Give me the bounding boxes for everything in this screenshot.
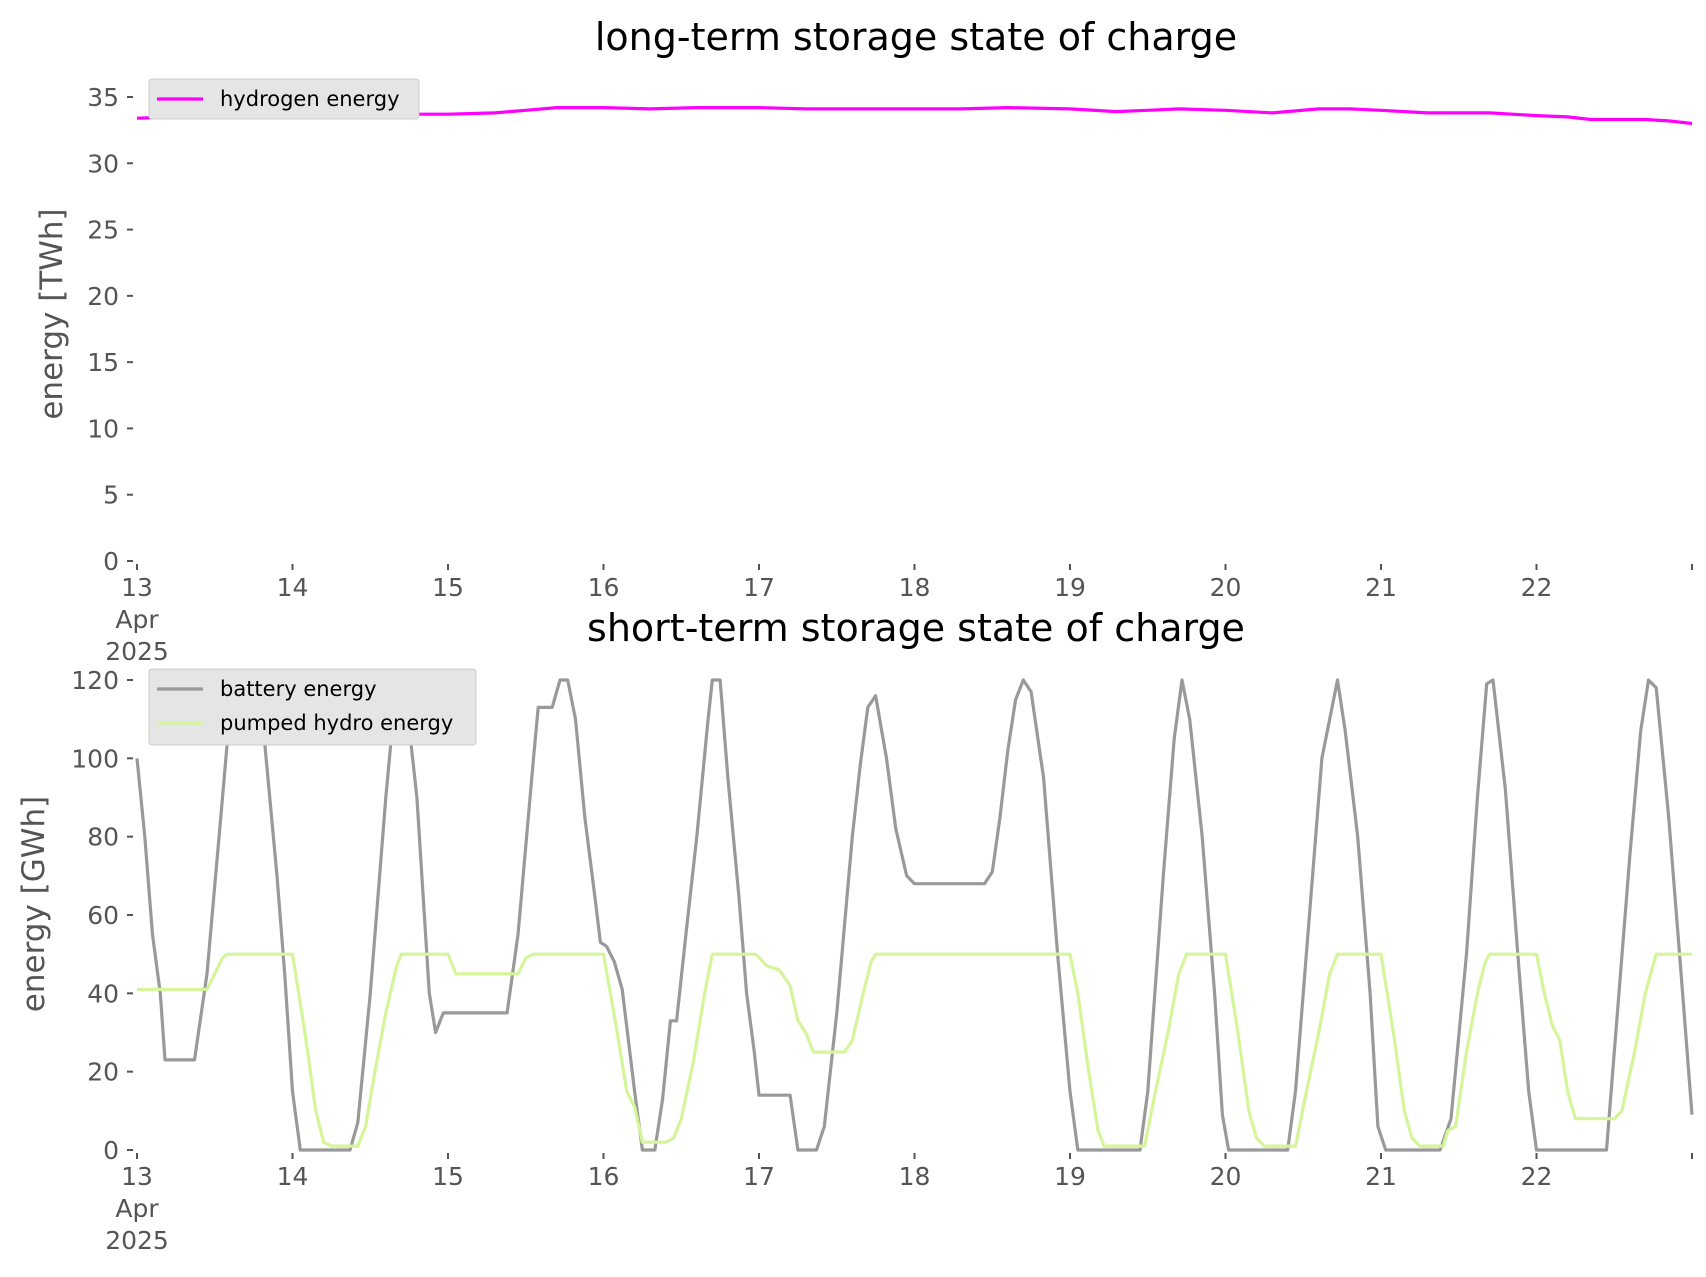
- legend-box: [148, 78, 420, 120]
- x-tick-label: 17: [743, 573, 775, 602]
- legend-label: pumped hydro energy: [220, 711, 453, 735]
- x-tick-label: 22: [1521, 573, 1553, 602]
- y-axis: 0 5 10 15 20 25 30 35: [87, 83, 133, 576]
- y-tick-label: 10: [87, 414, 119, 443]
- chart-title: short-term storage state of charge: [587, 606, 1245, 650]
- x-axis: 13 Apr 2025 14 15 16 17 18 19 20 21 22: [105, 564, 1693, 666]
- x-tick-label: Apr: [115, 605, 159, 634]
- x-tick-label: 21: [1365, 573, 1397, 602]
- y-axis-label: energy [GWh]: [16, 796, 52, 1012]
- x-tick-label: 19: [1054, 1162, 1086, 1191]
- y-tick-label: 30: [87, 149, 119, 178]
- x-tick-label: 21: [1365, 1162, 1397, 1191]
- legend-box: [148, 668, 477, 746]
- x-tick-label: 22: [1521, 1162, 1553, 1191]
- legend-label: hydrogen energy: [220, 87, 400, 111]
- x-tick-label: 2025: [105, 1226, 169, 1255]
- x-tick-label: 2025: [105, 637, 169, 666]
- legend: battery energy pumped hydro energy: [148, 668, 477, 746]
- y-tick-label: 0: [103, 547, 119, 576]
- short-term-storage-chart: short-term storage state of charge energ…: [16, 606, 1694, 1255]
- x-tick-label: 20: [1210, 1162, 1242, 1191]
- series-line-hydrogen-energy: [136, 106, 1693, 126]
- x-tick-label: 14: [277, 573, 309, 602]
- y-tick-label: 100: [71, 744, 119, 773]
- x-tick-label: Apr: [115, 1194, 159, 1223]
- y-tick-label: 35: [87, 83, 119, 112]
- long-term-storage-chart: long-term storage state of charge energy…: [34, 15, 1693, 666]
- series-line-pumped-hydro-energy: [137, 952, 1692, 1148]
- legend-label: battery energy: [220, 677, 377, 701]
- x-tick-label: 16: [588, 1162, 620, 1191]
- x-tick-label: 14: [277, 1162, 309, 1191]
- plot-area: [135, 678, 1694, 1152]
- y-tick-label: 40: [87, 979, 119, 1008]
- y-tick-label: 80: [87, 823, 119, 852]
- y-tick-label: 20: [87, 282, 119, 311]
- y-tick-label: 20: [87, 1058, 119, 1087]
- x-tick-label: 18: [899, 573, 931, 602]
- x-tick-label: 18: [899, 1162, 931, 1191]
- x-axis: 13 Apr 2025 14 15 16 17 18 19 20 21 22: [105, 1153, 1693, 1255]
- legend: hydrogen energy: [148, 78, 420, 120]
- y-tick-label: 15: [87, 348, 119, 377]
- y-tick-label: 0: [103, 1136, 119, 1165]
- plot-area: [136, 106, 1693, 126]
- y-axis-label: energy [TWh]: [34, 208, 70, 419]
- x-tick-label: 16: [588, 573, 620, 602]
- x-tick-label: 13: [121, 573, 153, 602]
- x-tick-label: 20: [1210, 573, 1242, 602]
- series-line-battery-energy: [135, 678, 1694, 1152]
- y-tick-label: 5: [103, 481, 119, 510]
- x-tick-label: 15: [432, 573, 464, 602]
- y-axis: 0 20 40 60 80 100 120: [71, 666, 133, 1165]
- x-tick-label: 15: [432, 1162, 464, 1191]
- y-tick-label: 60: [87, 901, 119, 930]
- chart-title: long-term storage state of charge: [595, 15, 1237, 59]
- y-tick-label: 120: [71, 666, 119, 695]
- x-tick-label: 19: [1054, 573, 1086, 602]
- x-tick-label: 13: [121, 1162, 153, 1191]
- x-tick-label: 17: [743, 1162, 775, 1191]
- y-tick-label: 25: [87, 216, 119, 245]
